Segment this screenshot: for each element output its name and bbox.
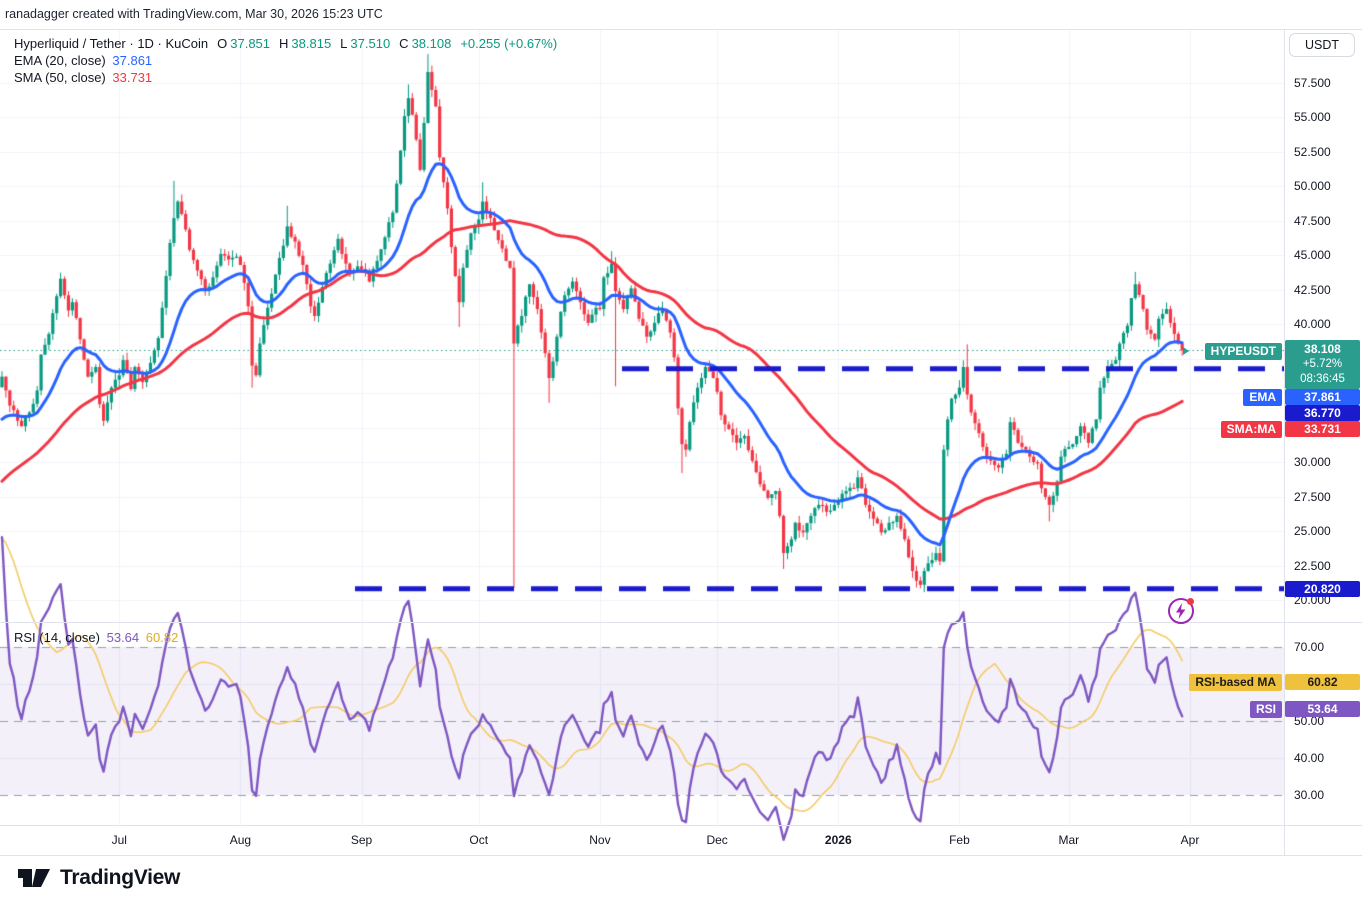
- chart-top-border: [0, 29, 1362, 30]
- pane-separator[interactable]: [0, 622, 1362, 623]
- price-tick-50.000: 50.000: [1294, 179, 1331, 194]
- rsi-tick-40.00: 40.00: [1294, 751, 1325, 765]
- ema-label: EMA (20, close): [14, 53, 106, 68]
- rsi-label: RSI (14, close): [14, 630, 100, 645]
- ema-value: 37.861: [112, 53, 153, 68]
- rsi-ma-value: 60.82: [145, 630, 179, 645]
- price-tick-30.000: 30.000: [1294, 455, 1331, 470]
- time-label-2026: 2026: [824, 833, 852, 847]
- notification-dot: [1187, 598, 1194, 605]
- time-label-Nov: Nov: [589, 833, 611, 847]
- price-tick-40.000: 40.000: [1294, 317, 1331, 332]
- price-rsi-chart-canvas[interactable]: [0, 0, 1284, 855]
- price-axis-border: [1284, 29, 1285, 855]
- lightning-bolt-icon: [1176, 603, 1186, 619]
- tradingview-mark-icon: [18, 869, 50, 887]
- ohlc-h-value: 38.815: [291, 36, 332, 51]
- lower-level-box: 20.820: [1285, 581, 1360, 597]
- rsi-value-box: 53.64: [1285, 701, 1360, 717]
- sma-label: SMA (50, close): [14, 70, 106, 85]
- rsi-tick-50.00: 50.00: [1294, 714, 1325, 728]
- time-axis-border: [0, 825, 1362, 826]
- rsi-ma-value-box: 60.82: [1285, 674, 1360, 690]
- tradingview-logo[interactable]: TradingView: [16, 866, 180, 890]
- time-label-Mar: Mar: [1058, 833, 1080, 847]
- time-label-Dec: Dec: [706, 833, 728, 847]
- rsi-tick-70.00: 70.00: [1294, 640, 1325, 654]
- ohlc-c-label: C: [399, 36, 409, 51]
- price-tick-42.500: 42.500: [1294, 282, 1331, 297]
- attribution-watermark: ranadagger created with TradingView.com,…: [5, 7, 383, 21]
- time-label-Jul: Jul: [111, 833, 127, 847]
- price-tick-57.500: 57.500: [1294, 76, 1331, 90]
- sma-legend-row[interactable]: SMA (50, close) 33.731: [14, 70, 152, 85]
- upper-level-box: 36.770: [1285, 405, 1360, 421]
- price-tick-25.000: 25.000: [1294, 524, 1331, 539]
- ohlc-l-label: L: [340, 36, 348, 51]
- rsi-legend-row[interactable]: RSI (14, close) 53.64 60.82: [14, 630, 178, 645]
- price-tick-52.500: 52.500: [1294, 144, 1331, 159]
- last-price-marker-icon: [1183, 347, 1189, 355]
- ohlc-h-label: H: [279, 36, 289, 51]
- symbol-tag: HYPEUSDT: [1204, 343, 1282, 360]
- tradingview-brand-text: TradingView: [60, 866, 181, 889]
- time-label-Sep: Sep: [350, 833, 373, 847]
- rsi-value: 53.64: [106, 630, 140, 645]
- sma-value: 33.731: [112, 70, 153, 85]
- price-tick-45.000: 45.000: [1294, 248, 1331, 263]
- ohlc-o-label: O: [217, 36, 228, 51]
- currency-unit-button[interactable]: USDT: [1289, 33, 1355, 57]
- ema-legend-row[interactable]: EMA (20, close) 37.861: [14, 53, 152, 68]
- time-label-Oct: Oct: [469, 833, 489, 847]
- price-tick-55.000: 55.000: [1294, 110, 1331, 125]
- ohlc-c-value: 38.108: [411, 36, 452, 51]
- time-label-Apr: Apr: [1180, 833, 1200, 847]
- ema-tag: EMA: [1243, 389, 1282, 406]
- time-label-Aug: Aug: [229, 833, 252, 847]
- last-price-box: 38.108 +5.72% 08:36:45: [1285, 340, 1360, 389]
- change-value: +0.255 (+0.67%): [460, 36, 558, 51]
- price-tick-47.500: 47.500: [1294, 213, 1331, 228]
- flash-events-icon[interactable]: [1168, 598, 1194, 624]
- sma-tag: SMA:MA: [1220, 421, 1282, 438]
- price-tick-22.500: 22.500: [1294, 558, 1331, 573]
- ohlc-l-value: 37.510: [350, 36, 391, 51]
- symbol-legend-row[interactable]: Hyperliquid / Tether · 1D · KuCoin O 37.85…: [14, 36, 557, 51]
- ohlc-o-value: 37.851: [230, 36, 271, 51]
- rsi-ma-tag: RSI-based MA: [1189, 674, 1282, 691]
- time-label-Feb: Feb: [949, 833, 970, 847]
- symbol-title[interactable]: Hyperliquid / Tether · 1D · KuCoin: [14, 36, 209, 51]
- rsi-tag: RSI: [1249, 701, 1282, 718]
- rsi-tick-30.00: 30.00: [1294, 788, 1325, 802]
- chart-bottom-border: [0, 855, 1362, 856]
- ema-value-box: 37.861: [1285, 389, 1360, 405]
- sma-value-box: 33.731: [1285, 421, 1360, 437]
- price-tick-27.500: 27.500: [1294, 489, 1331, 504]
- ohlc-values: O 37.851 H 38.815 L 37.510 C 38.108: [208, 36, 451, 51]
